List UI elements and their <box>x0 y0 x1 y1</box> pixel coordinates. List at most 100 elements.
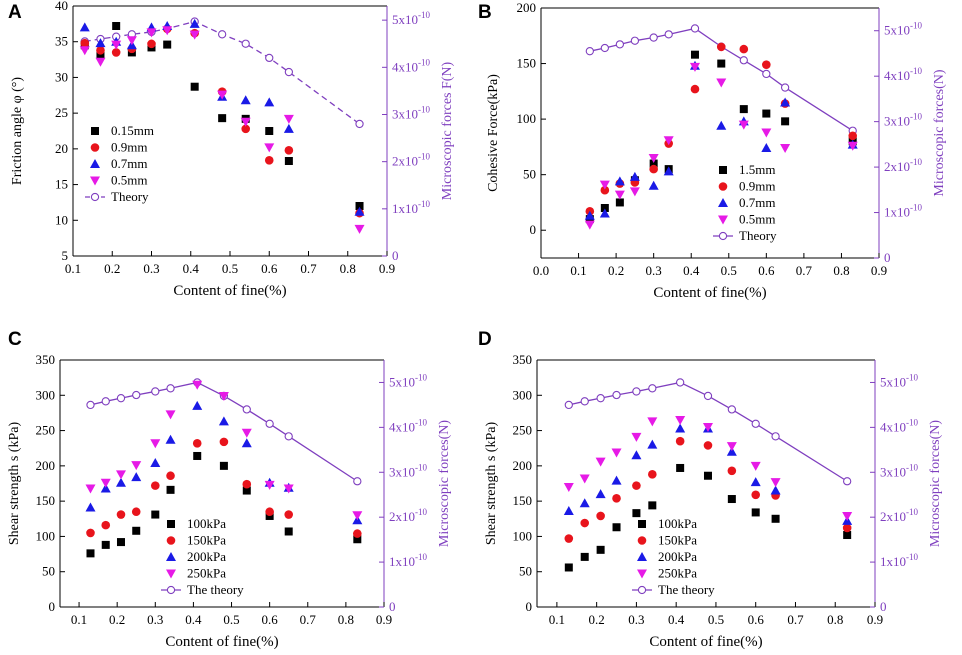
data-point-100kPa <box>648 501 657 510</box>
legend-marker <box>90 159 100 168</box>
panel-letter: D <box>478 329 492 350</box>
legend-label: The theory <box>187 582 244 597</box>
data-point-150kPa <box>265 507 274 517</box>
theory-point <box>242 405 251 414</box>
data-point-200kPa <box>563 506 574 516</box>
theory-point <box>596 394 605 403</box>
data-point-0.5mm <box>126 36 137 46</box>
legend-marker <box>718 198 728 207</box>
legend-label: 0.7mm <box>739 195 775 210</box>
y2-tick-label: 5x10-10 <box>392 10 430 27</box>
y-tick-label: 15 <box>55 177 68 192</box>
x-tick-label: 0.9 <box>871 263 887 278</box>
data-point-200kPa <box>241 438 252 448</box>
data-point-250kPa <box>85 484 96 494</box>
legend-label: 0.9mm <box>739 179 775 194</box>
data-point-100kPa <box>151 510 160 519</box>
legend-marker <box>637 536 647 545</box>
data-point-250kPa <box>192 380 203 390</box>
data-point-0.15mm <box>190 82 199 91</box>
data-point-150kPa <box>284 510 294 519</box>
data-point-100kPa <box>843 531 852 540</box>
y-axis-label: Shear strength s (kPa) <box>484 422 499 546</box>
data-point-250kPa <box>100 478 111 488</box>
x-tick-label: 0.3 <box>646 263 662 278</box>
theory-point <box>116 394 126 403</box>
legend-marker <box>167 520 175 528</box>
data-point-150kPa <box>131 507 141 517</box>
x-tick-label: 0.6 <box>262 612 279 627</box>
x-tick-label: 0.6 <box>758 263 775 278</box>
data-point-200kPa <box>218 416 229 426</box>
legend-label: 150kPa <box>187 533 226 548</box>
data-point-0.7mm <box>599 208 610 218</box>
theory-point <box>600 43 609 53</box>
data-point-0.5mm <box>189 30 200 40</box>
y2-tick-label: 5x10-10 <box>389 372 427 389</box>
x-tick-label: 0.1 <box>71 612 87 627</box>
x-tick-label: 0.3 <box>147 612 163 627</box>
y-tick-label: 100 <box>513 528 533 543</box>
data-point-0.9mm <box>762 60 771 69</box>
y2-tick-label: 0 <box>392 248 399 263</box>
legend-label: 250kPa <box>658 566 697 581</box>
data-point-250kPa <box>218 391 229 401</box>
data-point-1.5mm <box>781 117 790 126</box>
theory-point <box>632 387 641 396</box>
y2-tick-label: 0 <box>884 250 891 265</box>
data-point-0.9mm <box>80 38 90 48</box>
data-point-0.5mm <box>761 128 772 138</box>
legend-marker <box>719 166 727 174</box>
legend-label: 250kPa <box>187 566 226 581</box>
data-point-150kPa <box>727 466 737 476</box>
data-point-0.7mm <box>614 176 625 186</box>
data-point-0.7mm <box>716 120 727 130</box>
data-point-1.5mm <box>739 105 748 114</box>
y2-tick-label: 4x10-10 <box>884 66 922 83</box>
data-point-100kPa <box>284 527 293 536</box>
data-point-200kPa <box>85 502 96 512</box>
data-point-100kPa <box>132 526 141 535</box>
data-point-250kPa <box>675 415 686 425</box>
data-point-0.9mm <box>111 48 121 57</box>
data-point-200kPa <box>675 423 686 433</box>
data-point-0.9mm <box>848 131 858 141</box>
data-point-0.7mm <box>240 95 251 105</box>
legend-label: 200kPa <box>187 549 226 564</box>
data-point-250kPa <box>579 474 590 484</box>
y-tick-label: 150 <box>517 56 537 71</box>
y2-tick-label: 0 <box>389 599 396 614</box>
legend-marker <box>166 536 176 545</box>
data-point-150kPa <box>842 523 852 533</box>
data-point-100kPa <box>632 509 641 518</box>
x-axis-label: Content of fine(%) <box>173 283 286 299</box>
theory-point <box>664 30 673 39</box>
x-axis-label: Content of fine(%) <box>165 634 278 650</box>
data-point-150kPa <box>192 438 202 448</box>
theory-point <box>762 69 771 79</box>
data-point-0.15mm <box>112 22 121 30</box>
x-tick-label: 0.9 <box>867 612 883 627</box>
theory-point <box>86 400 95 410</box>
legend-theory-marker <box>718 231 728 241</box>
data-point-250kPa <box>150 439 161 449</box>
y2-tick-label: 5x10-10 <box>880 372 918 389</box>
data-point-250kPa <box>611 448 622 458</box>
theory-point <box>265 53 274 63</box>
y-axis-label: Friction angle φ (°) <box>10 77 25 185</box>
x-tick-label: 0.7 <box>300 612 317 627</box>
data-point-250kPa <box>115 470 126 480</box>
y2-tick-label: 1x10-10 <box>880 552 918 569</box>
y2-tick-label: 0 <box>880 599 887 614</box>
x-tick-label: 0.1 <box>65 261 81 276</box>
y-tick-label: 250 <box>513 423 533 438</box>
data-point-0.5mm <box>663 136 674 146</box>
x-tick-label: 0.5 <box>222 261 238 276</box>
data-point-250kPa <box>352 511 363 521</box>
theory-point <box>843 477 852 486</box>
data-point-0.5mm <box>354 224 365 234</box>
y2-tick-label: 3x10-10 <box>392 104 430 121</box>
data-point-0.5mm <box>283 114 294 124</box>
